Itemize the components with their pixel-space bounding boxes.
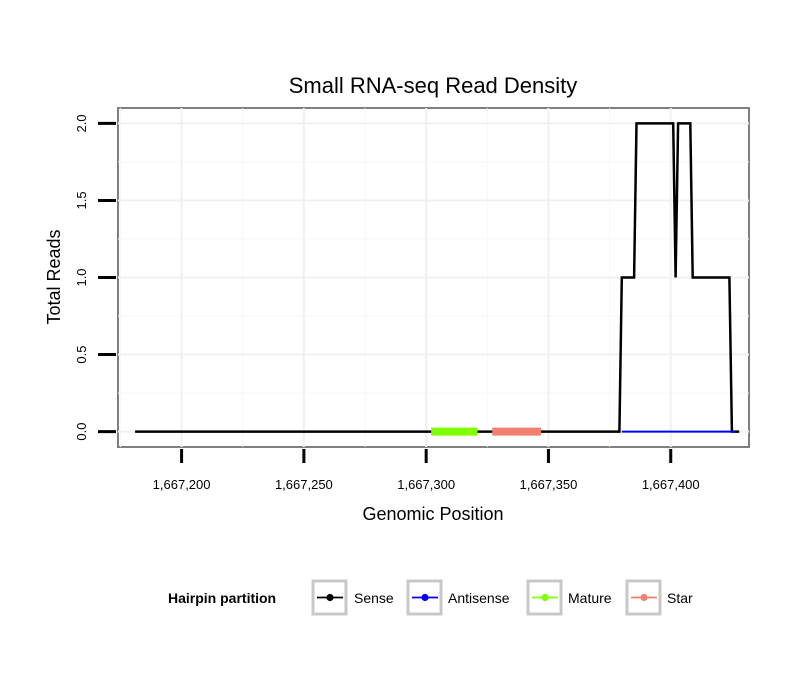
series-line-sense <box>135 122 740 433</box>
chart-title: Small RNA-seq Read Density <box>289 73 578 98</box>
x-tick-label: 1,667,400 <box>642 477 700 492</box>
y-tick-label: 0.5 <box>74 346 89 364</box>
y-tick-label: 2.0 <box>74 114 89 132</box>
x-axis-label: Genomic Position <box>362 504 503 524</box>
y-tick-label: 0.0 <box>74 423 89 441</box>
y-axis-label: Total Reads <box>44 229 64 324</box>
data-series <box>135 122 740 436</box>
x-tick-label: 1,667,350 <box>520 477 578 492</box>
y-tick-label: 1.0 <box>74 268 89 286</box>
legend-entry-star: Star <box>667 590 693 606</box>
x-tick-label: 1,667,200 <box>153 477 211 492</box>
axis-ticks: 1,667,200 1,667,250 1,667,300 1,667,350 1,66… <box>74 114 700 492</box>
x-tick-label: 1,667,250 <box>275 477 333 492</box>
legend-entry-antisense: Antisense <box>448 590 510 606</box>
legend-entry-mature: Mature <box>568 590 612 606</box>
grid-lines <box>118 108 749 447</box>
x-tick-label: 1,667,300 <box>397 477 455 492</box>
y-tick-label: 1.5 <box>74 191 89 209</box>
legend-entry-sense: Sense <box>354 590 394 606</box>
legend-key-point <box>421 593 429 602</box>
legend-key-point <box>326 593 334 602</box>
legend-key-point <box>541 593 549 602</box>
legend-key-point <box>640 593 648 602</box>
legend-title: Hairpin partition <box>168 590 276 606</box>
legend: Sense Antisense Mature Star <box>311 579 693 616</box>
